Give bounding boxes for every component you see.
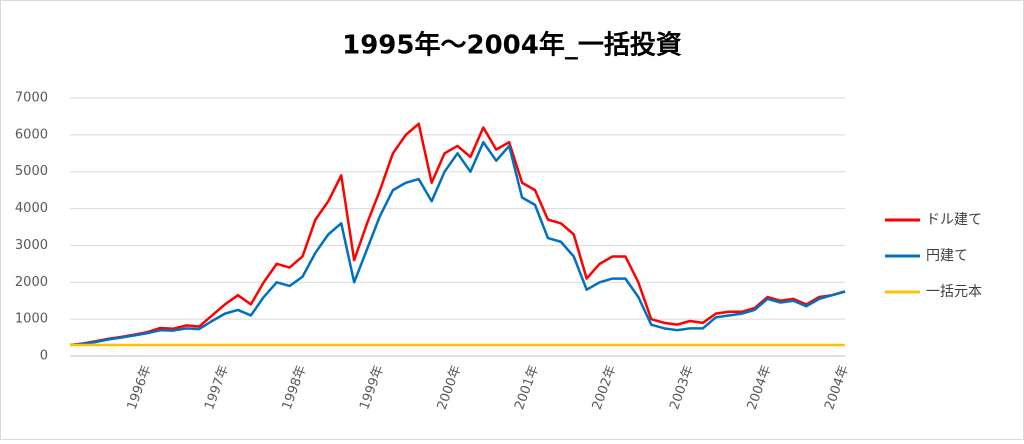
y-tick-label: 6000: [15, 127, 48, 142]
y-tick-label: 2000: [15, 275, 48, 290]
series-line: [69, 140, 846, 347]
legend-label: 円建て: [926, 248, 968, 264]
chart-title: 1995年～2004年_一括投資: [342, 30, 682, 61]
series-line: [69, 122, 846, 347]
y-tick-label: 1000: [15, 312, 48, 327]
legend-label: 一括元本: [926, 284, 982, 300]
y-tick-label: 5000: [15, 164, 48, 179]
y-tick-label: 0: [40, 349, 48, 364]
legend-label: ドル建て: [926, 212, 982, 228]
y-tick-label: 7000: [15, 91, 48, 106]
y-tick-label: 4000: [15, 201, 48, 216]
y-tick-label: 3000: [15, 238, 48, 253]
